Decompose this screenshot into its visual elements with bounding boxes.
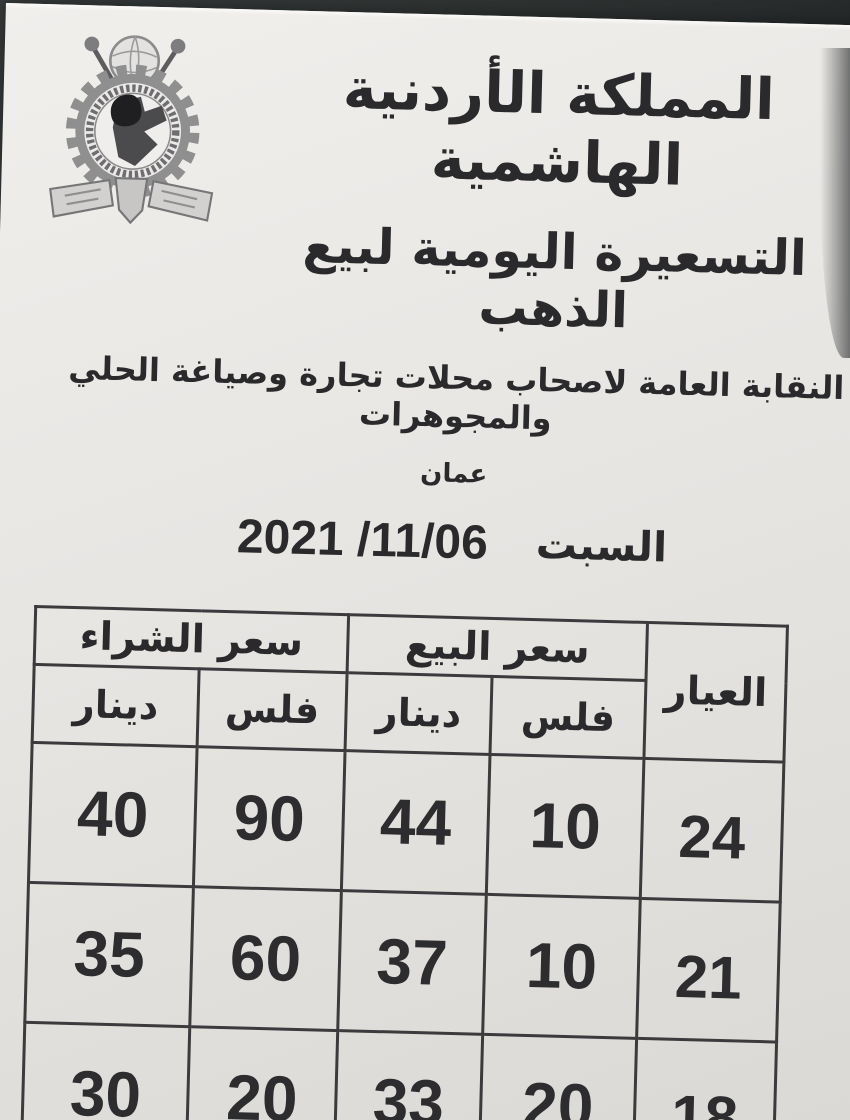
sell-dinar-18k: 33 (334, 1030, 483, 1120)
karat-18k: 18 (632, 1038, 777, 1120)
buy-dinar-24k: 40 (28, 742, 198, 887)
table-row-21k: 35 60 37 10 21 (24, 882, 781, 1042)
buy-dinar-header: دينار (32, 664, 200, 747)
gold-price-table: سعر الشراء سعر البيع العيار دينار فلس دي… (20, 605, 789, 1120)
karat-24k: 24 (640, 758, 784, 902)
title-block: المملكة الأردنية الهاشمية التسعيرة اليوم… (223, 34, 850, 346)
jewelers-syndicate-emblem-icon (40, 29, 230, 243)
buy-price-header: سعر الشراء (34, 606, 349, 673)
kingdom-title: المملكة الأردنية الهاشمية (342, 55, 776, 200)
date-line: 2021 /11/06 السبت (0, 503, 850, 582)
karat-header: العيار (643, 622, 788, 762)
sell-price-header: سعر البيع (347, 614, 648, 681)
daily-pricing-title: التسعيرة اليومية لبيع الذهب (301, 216, 808, 340)
buy-dinar-21k: 35 (24, 882, 194, 1027)
buy-fils-header: فلس (197, 668, 348, 751)
sell-dinar-header: دينار (345, 672, 493, 755)
buy-fils-21k: 60 (189, 886, 342, 1031)
sell-dinar-24k: 44 (341, 750, 491, 895)
sell-fils-18k: 20 (479, 1034, 637, 1120)
karat-21k: 21 (636, 898, 781, 1042)
buy-fils-24k: 90 (193, 746, 346, 891)
weekday-label: السبت (535, 520, 668, 572)
paper-sheet: المملكة الأردنية الهاشمية التسعيرة اليوم… (0, 3, 850, 1120)
sell-fils-header: فلس (490, 676, 647, 759)
city-label: عمان (419, 457, 488, 490)
sell-dinar-21k: 37 (337, 890, 487, 1035)
sell-fils-24k: 10 (486, 754, 644, 899)
document-header: المملكة الأردنية الهاشمية التسعيرة اليوم… (0, 3, 850, 347)
syndicate-name: النقابة العامة لاصحاب محلات تجارة وصياغة… (67, 348, 845, 438)
table-row-24k: 40 90 44 10 24 (28, 742, 784, 902)
buy-dinar-18k: 30 (21, 1022, 190, 1120)
sell-fils-21k: 10 (482, 894, 641, 1039)
buy-fils-18k: 20 (186, 1026, 338, 1120)
date-value: 2021 /11/06 (236, 510, 489, 570)
